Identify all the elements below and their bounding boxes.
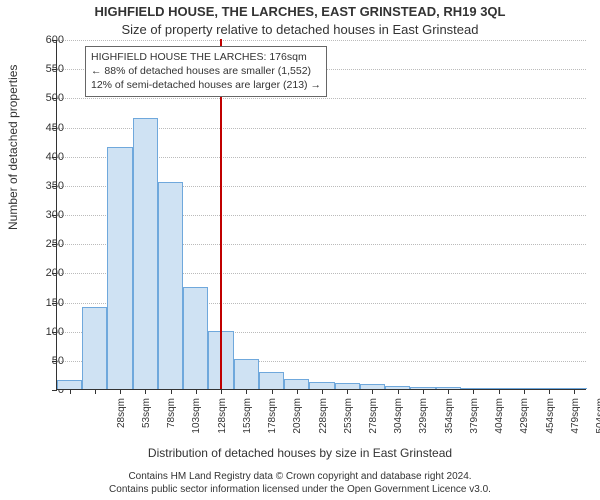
x-tick-mark — [272, 389, 273, 394]
x-tick-label: 103sqm — [191, 398, 202, 448]
histogram-bar — [461, 388, 486, 389]
x-tick-label: 329sqm — [418, 398, 429, 448]
histogram-bar — [562, 388, 587, 389]
histogram-bar — [335, 383, 360, 389]
x-tick-label: 379sqm — [469, 398, 480, 448]
x-tick-label: 354sqm — [444, 398, 455, 448]
x-tick-label: 53sqm — [141, 398, 152, 448]
x-tick-mark — [549, 389, 550, 394]
histogram-bar — [82, 307, 107, 389]
y-tick-label: 350 — [24, 180, 64, 192]
y-tick-label: 150 — [24, 297, 64, 309]
x-tick-mark — [297, 389, 298, 394]
y-tick-label: 400 — [24, 151, 64, 163]
histogram-bar — [183, 287, 208, 389]
x-tick-label: 404sqm — [494, 398, 505, 448]
annotation-line1: HIGHFIELD HOUSE THE LARCHES: 176sqm — [91, 50, 321, 64]
histogram-bar — [309, 382, 334, 389]
x-tick-mark — [196, 389, 197, 394]
gridline — [57, 40, 586, 41]
x-tick-label: 203sqm — [292, 398, 303, 448]
x-tick-mark — [448, 389, 449, 394]
y-tick-label: 50 — [24, 355, 64, 367]
chart-container: HIGHFIELD HOUSE, THE LARCHES, EAST GRINS… — [0, 0, 600, 500]
histogram-bar — [107, 147, 132, 389]
x-tick-label: 228sqm — [318, 398, 329, 448]
y-tick-label: 100 — [24, 326, 64, 338]
histogram-bar — [486, 388, 511, 389]
x-tick-label: 128sqm — [217, 398, 228, 448]
chart-title-line1: HIGHFIELD HOUSE, THE LARCHES, EAST GRINS… — [0, 4, 600, 19]
histogram-bar — [259, 372, 284, 390]
x-axis-label: Distribution of detached houses by size … — [0, 446, 600, 460]
x-tick-label: 178sqm — [267, 398, 278, 448]
x-tick-mark — [70, 389, 71, 394]
x-tick-mark — [524, 389, 525, 394]
x-tick-mark — [574, 389, 575, 394]
x-tick-mark — [347, 389, 348, 394]
x-tick-label: 278sqm — [368, 398, 379, 448]
y-tick-label: 250 — [24, 238, 64, 250]
x-tick-mark — [322, 389, 323, 394]
x-tick-mark — [372, 389, 373, 394]
x-tick-mark — [473, 389, 474, 394]
histogram-bar — [284, 379, 309, 390]
x-tick-label: 304sqm — [393, 398, 404, 448]
histogram-bar — [537, 388, 562, 389]
x-tick-label: 153sqm — [242, 398, 253, 448]
x-tick-label: 429sqm — [519, 398, 530, 448]
histogram-bar — [436, 387, 461, 389]
histogram-bar — [410, 387, 435, 389]
y-tick-label: 500 — [24, 92, 64, 104]
x-tick-mark — [499, 389, 500, 394]
x-tick-label: 454sqm — [545, 398, 556, 448]
footer-line2: Contains public sector information licen… — [0, 483, 600, 496]
x-tick-mark — [145, 389, 146, 394]
x-tick-mark — [423, 389, 424, 394]
x-tick-mark — [95, 389, 96, 394]
y-tick-label: 300 — [24, 209, 64, 221]
annotation-box: HIGHFIELD HOUSE THE LARCHES: 176sqm ← 88… — [85, 46, 327, 97]
y-tick-label: 600 — [24, 34, 64, 46]
gridline — [57, 98, 586, 99]
histogram-bar — [234, 359, 259, 389]
footer-line1: Contains HM Land Registry data © Crown c… — [0, 470, 600, 483]
x-tick-mark — [246, 389, 247, 394]
y-tick-label: 550 — [24, 63, 64, 75]
histogram-bar — [57, 380, 82, 389]
x-tick-label: 28sqm — [116, 398, 127, 448]
x-tick-label: 78sqm — [166, 398, 177, 448]
x-tick-mark — [221, 389, 222, 394]
x-tick-mark — [120, 389, 121, 394]
footer-attribution: Contains HM Land Registry data © Crown c… — [0, 470, 600, 496]
y-axis-label: Number of detached properties — [6, 65, 20, 230]
histogram-bar — [360, 384, 385, 389]
x-tick-mark — [398, 389, 399, 394]
y-tick-label: 450 — [24, 122, 64, 134]
annotation-line3: 12% of semi-detached houses are larger (… — [91, 78, 321, 92]
histogram-bar — [158, 182, 183, 389]
x-tick-mark — [171, 389, 172, 394]
chart-title-line2: Size of property relative to detached ho… — [0, 22, 600, 37]
x-tick-label: 504sqm — [595, 398, 600, 448]
histogram-bar — [133, 118, 158, 389]
histogram-bar — [385, 386, 410, 389]
x-tick-label: 253sqm — [343, 398, 354, 448]
annotation-line2: ← 88% of detached houses are smaller (1,… — [91, 64, 321, 78]
plot-area: HIGHFIELD HOUSE THE LARCHES: 176sqm ← 88… — [56, 40, 586, 390]
x-tick-label: 479sqm — [570, 398, 581, 448]
histogram-bar — [511, 388, 536, 389]
y-tick-label: 200 — [24, 267, 64, 279]
